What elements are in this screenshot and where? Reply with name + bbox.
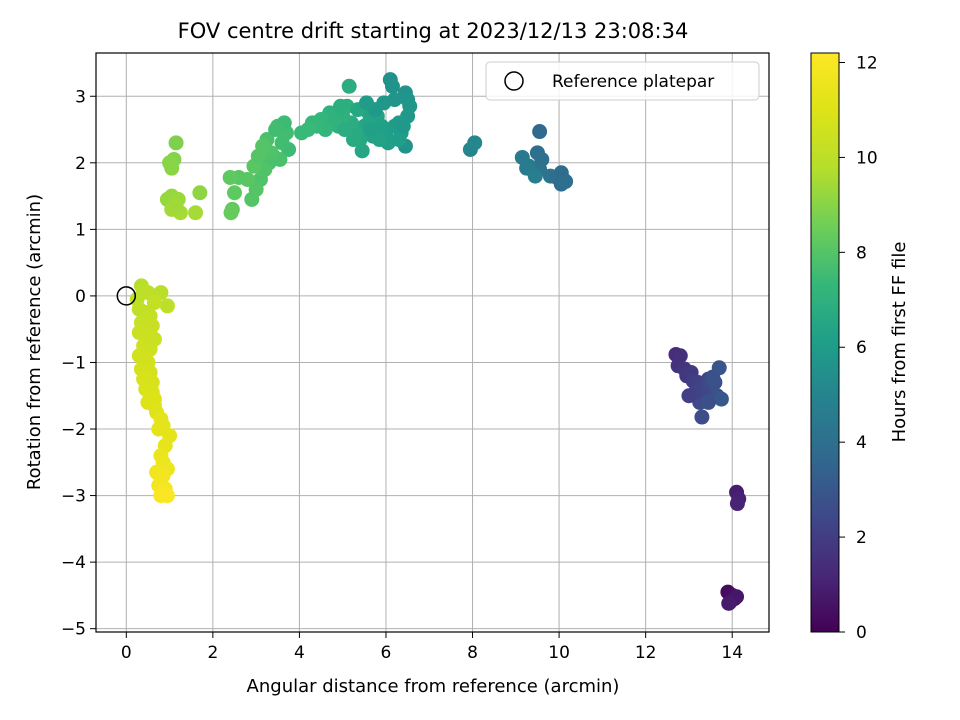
data-point	[274, 135, 290, 151]
x-tick-label: 2	[207, 643, 218, 663]
data-point	[333, 98, 349, 114]
data-point	[354, 143, 370, 159]
data-point	[467, 135, 483, 151]
colorbar-tick-label: 4	[856, 433, 867, 453]
data-point	[168, 198, 184, 214]
colorbar-label: Hours from first FF file	[889, 242, 910, 443]
data-point	[159, 488, 175, 504]
data-point	[705, 369, 721, 385]
colorbar-tick-label: 12	[856, 53, 878, 73]
data-point	[268, 122, 284, 138]
data-point	[146, 391, 162, 407]
data-point	[155, 468, 171, 484]
x-axis-ticks: 0 2 4 6 8 10 12 14	[121, 632, 743, 663]
y-tick-label: −3	[61, 487, 86, 507]
data-point	[558, 173, 574, 189]
x-tick-label: 10	[548, 643, 570, 663]
data-point	[146, 295, 162, 311]
y-axis-label: Rotation from reference (arcmin)	[24, 194, 45, 490]
x-tick-label: 14	[721, 643, 743, 663]
data-point	[222, 169, 238, 185]
data-point	[532, 124, 548, 140]
y-tick-label: −2	[61, 420, 86, 440]
data-point	[681, 388, 697, 404]
y-tick-label: −1	[61, 353, 86, 373]
data-point	[168, 135, 184, 151]
data-point	[188, 205, 204, 221]
data-point	[337, 122, 353, 138]
data-point	[138, 351, 154, 367]
data-point	[363, 122, 379, 138]
x-tick-label: 0	[121, 643, 132, 663]
data-point	[527, 168, 543, 184]
legend-box	[485, 61, 760, 101]
x-tick-label: 6	[381, 643, 392, 663]
data-point	[346, 132, 362, 148]
x-tick-label: 4	[294, 643, 305, 663]
data-point	[713, 391, 729, 407]
data-point	[358, 95, 374, 111]
scatter-points	[129, 72, 747, 611]
data-point	[250, 148, 266, 164]
data-point	[223, 205, 239, 221]
data-point	[384, 78, 400, 94]
plot-frame	[95, 52, 770, 633]
y-tick-label: 2	[75, 154, 86, 174]
legend-marker	[504, 71, 524, 91]
colorbar-ticks: 0 2 4 6 8 10 12	[839, 53, 878, 643]
y-tick-label: 0	[75, 287, 86, 307]
data-point	[164, 160, 180, 176]
legend: Reference platepar	[485, 61, 760, 101]
colorbar-tick-label: 8	[856, 243, 867, 263]
y-tick-label: −5	[61, 620, 86, 640]
chart-title: FOV centre drift starting at 2023/12/13 …	[178, 19, 689, 43]
colorbar-tick-label: 6	[856, 338, 867, 358]
reference-platepar-marker	[116, 286, 137, 306]
data-point	[159, 298, 175, 314]
data-point	[371, 132, 387, 148]
y-tick-label: 3	[75, 87, 86, 107]
colorbar	[810, 52, 840, 633]
grid	[96, 53, 769, 632]
y-axis-ticks: −5 −4 −3 −2 −1 0 1 2 3	[61, 87, 96, 640]
data-point	[391, 132, 407, 148]
data-point	[721, 595, 737, 611]
x-axis-label: Angular distance from reference (arcmin)	[247, 676, 620, 697]
data-point	[729, 496, 745, 512]
colorbar-tick-label: 2	[856, 528, 867, 548]
data-point	[226, 185, 242, 201]
data-point	[700, 394, 716, 410]
data-point	[151, 421, 167, 437]
legend-label: Reference platepar	[552, 72, 714, 92]
data-point	[395, 118, 411, 134]
data-point	[341, 78, 357, 94]
x-tick-label: 12	[635, 643, 657, 663]
colorbar-tick-label: 0	[856, 623, 867, 643]
y-tick-label: 1	[75, 220, 86, 240]
y-tick-label: −4	[61, 553, 86, 573]
data-point	[146, 331, 162, 347]
data-point	[192, 185, 208, 201]
x-tick-label: 8	[467, 643, 478, 663]
data-point	[294, 125, 310, 141]
data-point	[694, 409, 710, 425]
data-point	[244, 191, 260, 207]
colorbar-tick-label: 10	[856, 148, 878, 168]
